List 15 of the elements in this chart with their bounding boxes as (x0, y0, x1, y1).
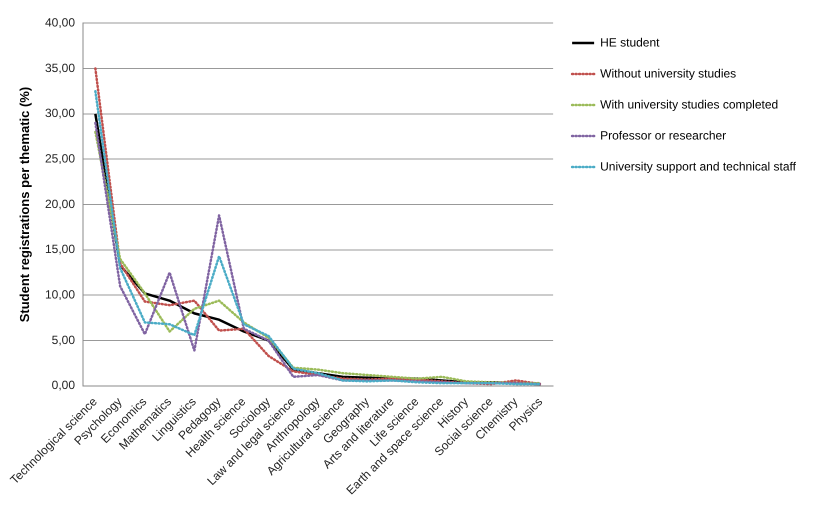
y-tick-label: 20,00 (44, 196, 76, 211)
y-tick-label: 15,00 (44, 242, 76, 256)
legend-label: Without university studies (600, 66, 736, 80)
y-tick-label: 40,00 (44, 16, 76, 30)
legend-label: HE student (600, 35, 660, 50)
legend-label: With university studies completed (600, 97, 778, 112)
y-tick-label: 0,00 (52, 378, 76, 392)
y-axis-title: Student registrations per thematic (%) (16, 86, 32, 322)
y-tick-label: 10,00 (44, 288, 76, 302)
y-tick-label: 5,00 (52, 332, 76, 347)
y-tick-label: 30,00 (44, 106, 76, 120)
legend-label: Professor or researcher (600, 128, 726, 142)
legend-label: University support and technical staff (600, 159, 797, 174)
y-tick-label: 25,00 (44, 152, 76, 166)
y-tick-label: 35,00 (44, 60, 76, 75)
